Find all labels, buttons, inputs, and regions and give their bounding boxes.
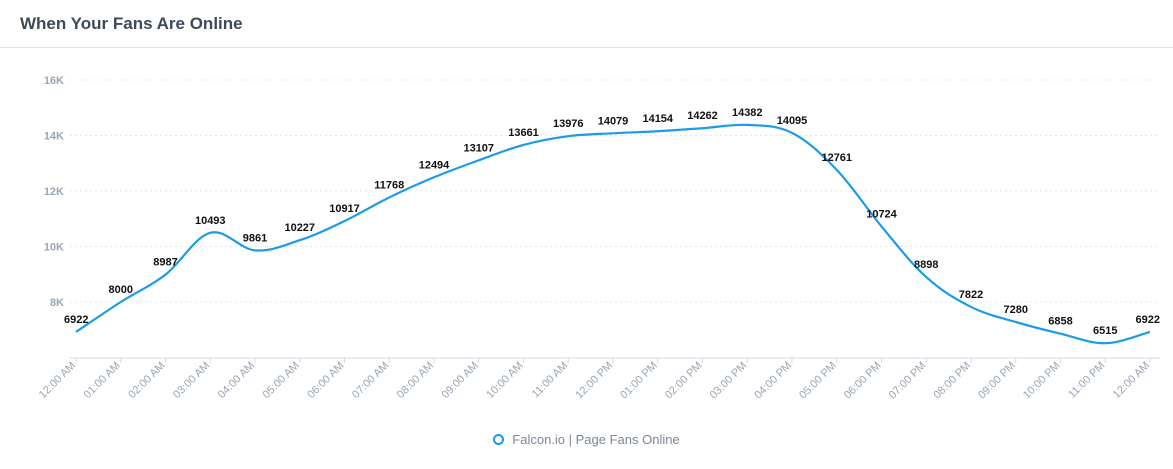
x-tick-label: 05:00 AM <box>261 360 302 401</box>
data-label: 7280 <box>1004 304 1028 316</box>
x-tick-label: 03:00 AM <box>171 360 212 401</box>
x-tick-label: 01:00 PM <box>618 360 660 402</box>
data-label: 14079 <box>598 115 629 127</box>
x-tick-label: 10:00 PM <box>1021 360 1063 402</box>
x-tick-label: 08:00 PM <box>931 360 973 402</box>
x-tick-label: 08:00 AM <box>395 360 436 401</box>
data-label: 6922 <box>1136 314 1160 326</box>
x-tick-label: 04:00 PM <box>752 360 794 402</box>
x-tick-label: 01:00 AM <box>82 360 123 401</box>
data-label: 8000 <box>109 284 133 296</box>
x-tick-label: 04:00 AM <box>216 360 257 401</box>
data-label: 12761 <box>821 152 852 164</box>
data-label: 10724 <box>866 208 897 220</box>
data-label: 6922 <box>64 314 88 326</box>
y-tick-label: 8K <box>50 297 64 309</box>
data-label: 10227 <box>284 222 315 234</box>
x-tick-label: 07:00 AM <box>350 360 391 401</box>
circle-marker-icon <box>493 434 505 445</box>
data-labels: 6922 8000 8987 10493 9861 10227 10917 11768 1249… <box>64 107 1160 337</box>
legend[interactable]: Falcon.io | Page Fans Online <box>0 432 1173 447</box>
series-line-layer <box>75 123 1151 345</box>
data-label: 12494 <box>419 159 450 171</box>
data-label: 6515 <box>1093 325 1117 337</box>
data-label: 13661 <box>508 127 539 139</box>
data-label: 8987 <box>153 257 177 269</box>
data-label: 6858 <box>1048 316 1072 328</box>
x-tick-label: 09:00 AM <box>440 360 481 401</box>
y-tick-label: 10K <box>44 242 64 254</box>
card-header: When Your Fans Are Online <box>0 0 1173 48</box>
x-tick-label: 09:00 PM <box>976 360 1018 402</box>
data-label: 10917 <box>329 203 360 215</box>
chart-title: When Your Fans Are Online <box>20 13 243 33</box>
x-tick-label: 02:00 AM <box>126 360 167 401</box>
x-tick-label: 02:00 PM <box>663 360 705 402</box>
x-tick-label: 07:00 PM <box>887 360 929 402</box>
x-tick-label: 11:00 PM <box>1066 360 1107 401</box>
x-tick-label: 03:00 PM <box>708 360 750 402</box>
x-tick-label: 12:00 PM <box>573 360 615 402</box>
y-tick-label: 16K <box>44 75 64 87</box>
data-label: 7822 <box>959 289 983 301</box>
y-tick-label: 12K <box>44 186 64 198</box>
x-tick-label: 05:00 PM <box>797 360 839 402</box>
y-tick-label: 14K <box>44 131 64 143</box>
data-label: 14262 <box>687 110 718 122</box>
x-tick-label: 06:00 PM <box>842 360 884 402</box>
data-label: 10493 <box>195 215 226 227</box>
data-label: 11768 <box>374 179 404 191</box>
x-tick-label: 06:00 AM <box>305 360 346 401</box>
data-label: 14154 <box>642 113 673 125</box>
x-tick-label: 11:00 AM <box>530 360 571 401</box>
x-axis-ticks: 12:00 AM 01:00 AM 02:00 AM 03:00 AM 04:00 AM… <box>37 358 1152 401</box>
data-label: 9861 <box>243 232 267 244</box>
x-tick-label: 12:00 AM <box>37 360 78 401</box>
grid-lines <box>70 79 1160 359</box>
data-label: 13107 <box>463 142 494 154</box>
series-line <box>75 123 1151 345</box>
data-label: 8898 <box>914 259 938 271</box>
data-label: 13976 <box>553 118 584 130</box>
y-axis-ticks: 8K 10K 12K 14K 16K <box>44 75 64 309</box>
x-tick-label: 12:00 AM <box>1111 360 1152 401</box>
x-tick-label: 10:00 AM <box>484 360 525 401</box>
data-label: 14095 <box>777 115 808 127</box>
data-label: 14382 <box>732 107 763 119</box>
legend-label: Falcon.io | Page Fans Online <box>512 432 680 447</box>
